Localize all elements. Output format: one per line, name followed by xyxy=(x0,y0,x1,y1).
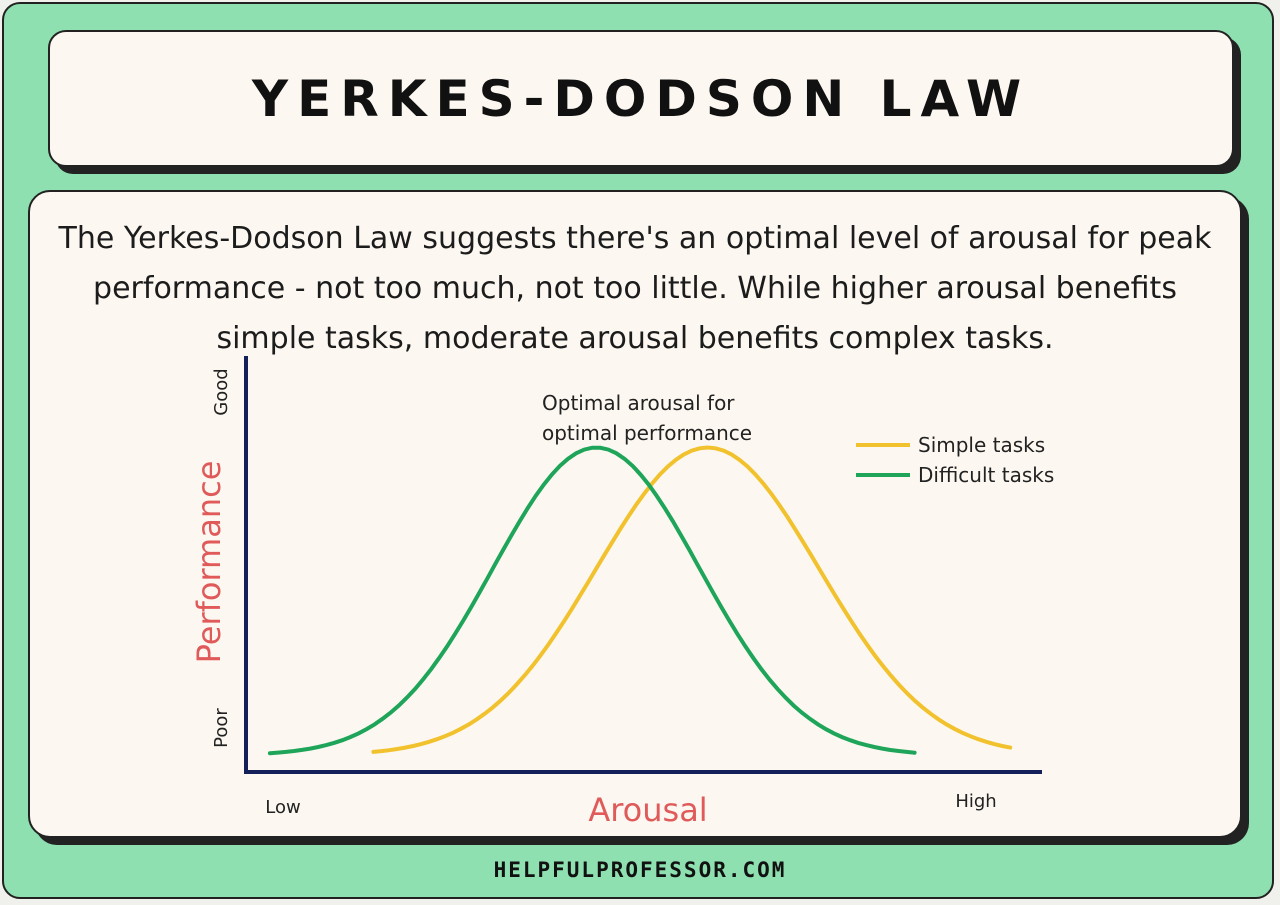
y-tick-poor: Poor xyxy=(211,708,232,748)
x-axis-title: Arousal xyxy=(588,791,707,829)
y-tick-good: Good xyxy=(211,368,232,415)
annotation-line-2: optimal performance xyxy=(542,421,752,445)
x-tick-high: High xyxy=(955,791,996,812)
x-tick-low: Low xyxy=(265,797,300,818)
chart-curves xyxy=(267,445,1013,756)
title-card: YERKES-DODSON LAW xyxy=(48,30,1234,167)
content-card: The Yerkes-Dodson Law suggests there's a… xyxy=(28,190,1242,838)
chart-axes xyxy=(244,356,1042,774)
description-text: The Yerkes-Dodson Law suggests there's a… xyxy=(58,221,1212,356)
legend-label-simple-tasks: Simple tasks xyxy=(918,433,1045,457)
page-title: YERKES-DODSON LAW xyxy=(251,69,1031,128)
annotation-line-1: Optimal arousal for xyxy=(542,391,735,415)
footer-website: HELPFULPROFESSOR.COM xyxy=(493,858,787,882)
legend-label-difficult-tasks: Difficult tasks xyxy=(918,463,1054,487)
series-line-simple-tasks xyxy=(371,445,1013,754)
chart-labels: Low High Poor Good Arousal Performance Optimal… xyxy=(190,368,1054,829)
y-axis-title: Performance xyxy=(190,461,228,664)
series-line-difficult-tasks xyxy=(267,445,917,756)
